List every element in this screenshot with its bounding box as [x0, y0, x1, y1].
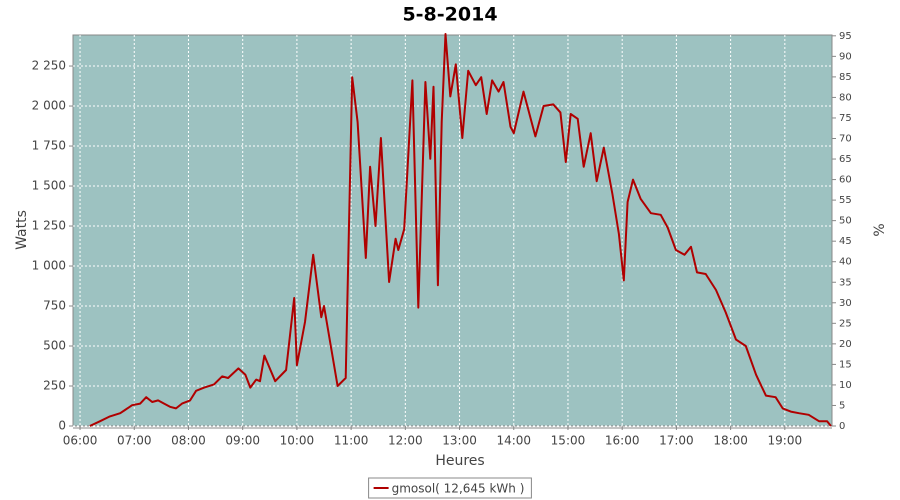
x-tick-label: 17:00: [659, 434, 694, 448]
y2-tick-label: 85: [839, 72, 852, 83]
x-tick-label: 12:00: [388, 434, 423, 448]
y2-tick-label: 10: [839, 380, 852, 391]
y2-tick-label: 0: [839, 421, 845, 432]
y-tick-label: 250: [43, 379, 66, 393]
x-tick-label: 15:00: [551, 434, 586, 448]
y2-tick-label: 40: [839, 257, 852, 268]
x-tick-label: 18:00: [713, 434, 748, 448]
x-tick-label: 07:00: [117, 434, 152, 448]
x-axis-label: Heures: [435, 453, 484, 469]
legend-box: [368, 477, 532, 499]
y2-tick-label: 80: [839, 92, 852, 103]
x-tick-label: 14:00: [496, 434, 531, 448]
y-tick-label: 1 000: [32, 259, 66, 273]
y2-tick-label: 20: [839, 339, 852, 350]
y2-tick-label: 50: [839, 216, 852, 227]
y2-tick-label: 75: [839, 113, 852, 124]
y2-tick-label: 70: [839, 134, 852, 145]
data-line: [89, 33, 832, 427]
y-axis-label: Watts: [14, 210, 30, 250]
y2-tick-label: 55: [839, 195, 852, 206]
y2-tick-label: 95: [839, 31, 852, 42]
y2-tick-label: 60: [839, 175, 852, 186]
y-tick-label: 2 000: [32, 99, 66, 113]
legend-label: gmosol( 12,645 kWh ): [392, 482, 525, 496]
y2-tick-label: 15: [839, 359, 852, 370]
x-tick-label: 06:00: [63, 434, 98, 448]
y-tick-label: 750: [43, 299, 66, 313]
x-tick-label: 16:00: [605, 434, 640, 448]
y2-tick-label: 25: [839, 318, 852, 329]
y-tick-label: 1 500: [32, 179, 66, 193]
legend: gmosol( 12,645 kWh ): [368, 477, 532, 499]
x-tick-label: 13:00: [442, 434, 477, 448]
plot-area: [72, 34, 833, 427]
y2-axis-label: %: [872, 223, 888, 236]
x-tick-label: 11:00: [334, 434, 369, 448]
y2-tick-label: 90: [839, 51, 852, 62]
y-tick-label: 1 750: [32, 139, 66, 153]
x-tick-label: 08:00: [171, 434, 206, 448]
y-tick-label: 500: [43, 339, 66, 353]
y2-tick-label: 65: [839, 154, 852, 165]
y2-tick-label: 35: [839, 277, 852, 288]
y-tick-label: 1 250: [32, 219, 66, 233]
y-tick-label: 0: [58, 419, 66, 433]
x-tick-label: 10:00: [280, 434, 315, 448]
y2-tick-label: 5: [839, 400, 845, 411]
y2-tick-label: 45: [839, 236, 852, 247]
y2-tick-label: 30: [839, 298, 852, 309]
x-tick-label: 19:00: [768, 434, 803, 448]
x-tick-label: 09:00: [225, 434, 260, 448]
y-tick-label: 2 250: [32, 59, 66, 73]
chart-title: 5-8-2014: [402, 4, 497, 26]
